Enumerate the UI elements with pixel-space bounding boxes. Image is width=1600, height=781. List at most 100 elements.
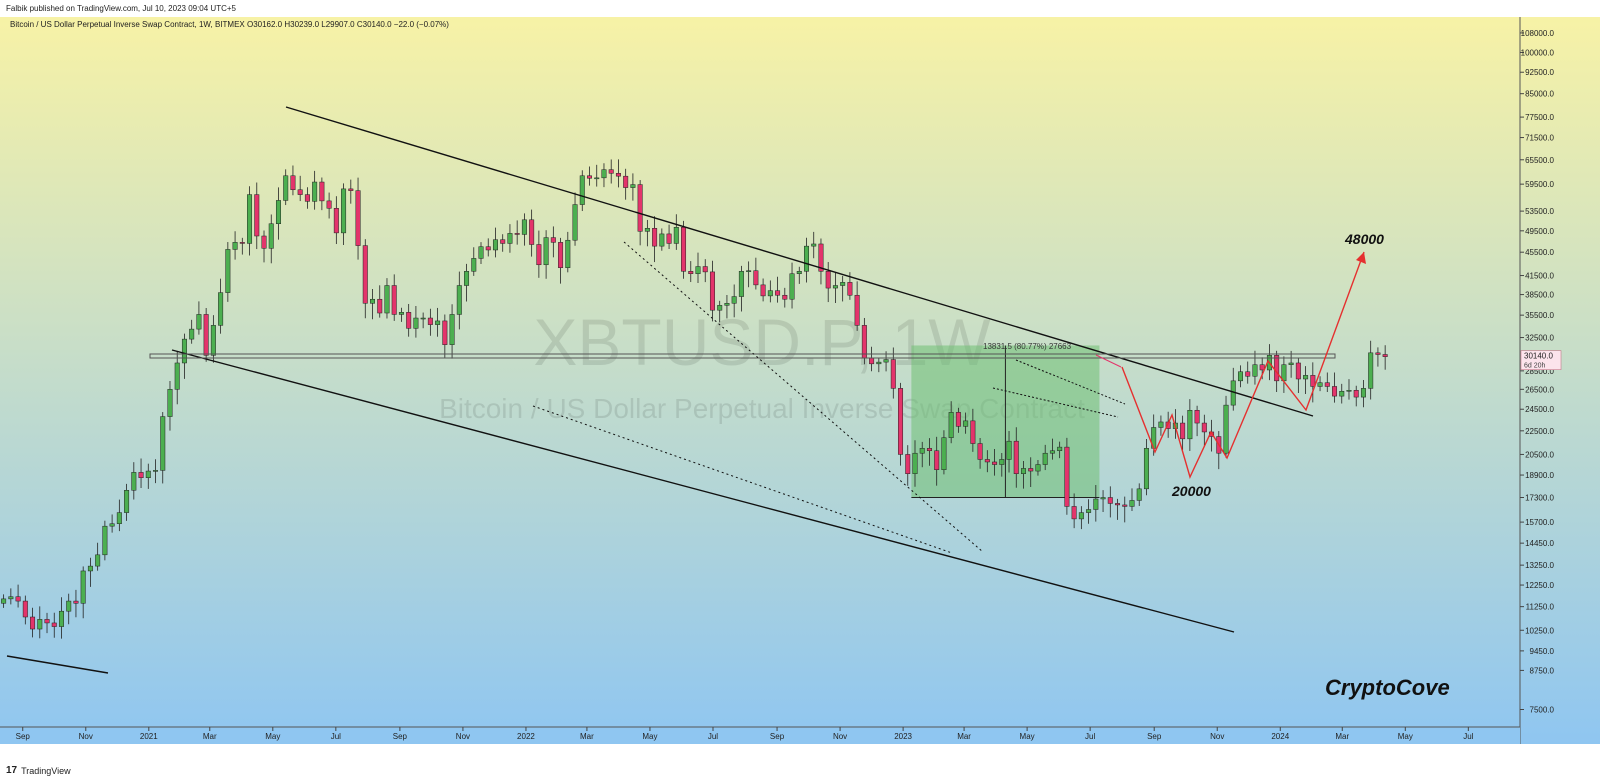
candle-down	[1180, 422, 1186, 440]
price-axis: 7500.0 8750.0 9450.0 10250.0 11250.0 12250.0 1…	[1520, 29, 1562, 714]
candle-up	[1317, 382, 1323, 387]
candle-up	[1339, 390, 1345, 397]
time-tick-label: May	[1398, 732, 1413, 741]
candle-up	[1187, 410, 1193, 440]
candle-up	[1049, 450, 1055, 454]
time-tick-label: Jul	[1085, 732, 1095, 741]
candle-down	[1107, 497, 1113, 504]
time-tick-label: Nov	[833, 732, 847, 741]
candle-down	[550, 237, 556, 243]
candle-down	[587, 175, 592, 179]
price-tick-label: 22500.0	[1525, 427, 1554, 436]
candle-down	[1295, 362, 1301, 380]
candle-up	[717, 305, 723, 311]
candle-down	[406, 312, 412, 329]
price-tick-label: 45500.0	[1525, 248, 1554, 257]
current-price-tag	[1520, 350, 1562, 370]
price-tick-label: 65500.0	[1525, 156, 1554, 165]
candle-up	[210, 325, 216, 356]
price-tick-label: 26500.0	[1525, 385, 1554, 394]
price-tick-label: 17300.0	[1525, 493, 1554, 502]
candle-down	[15, 596, 21, 602]
candle-down	[1194, 410, 1200, 424]
price-tick-label: 71500.0	[1525, 134, 1554, 143]
symbol-legend[interactable]: Bitcoin / US Dollar Perpetual Inverse Sw…	[10, 20, 449, 29]
candle-down	[319, 181, 325, 202]
candle-down	[818, 243, 824, 272]
candle-down	[1122, 504, 1128, 507]
candle-up	[232, 242, 238, 250]
candle-up	[832, 285, 838, 289]
candle-up	[738, 271, 744, 297]
price-tick-label: 15700.0	[1525, 518, 1554, 527]
candle-up	[471, 258, 477, 272]
candle-down	[1028, 468, 1034, 472]
candle-down	[558, 242, 564, 268]
price-tick-label: 18900.0	[1525, 471, 1554, 480]
time-tick-label: 2021	[140, 732, 158, 741]
candle-up	[87, 565, 93, 572]
price-tick-label: 8750.0	[1530, 666, 1555, 675]
candle-down	[652, 228, 658, 247]
candle-up	[370, 298, 376, 304]
candle-up	[1086, 509, 1092, 513]
candle-down	[861, 325, 867, 359]
candle-up	[478, 246, 484, 259]
candle-up	[724, 303, 730, 306]
time-tick-label: Nov	[456, 732, 470, 741]
candle-up	[789, 273, 795, 300]
candle-down	[514, 233, 520, 235]
candle-up	[398, 312, 404, 315]
candle-down	[239, 242, 245, 244]
candle-down	[1274, 355, 1280, 382]
current-price-countdown: 6d 20h	[1524, 363, 1546, 370]
candle-up	[1368, 352, 1374, 389]
candle-down	[615, 173, 621, 177]
candle-down	[51, 622, 57, 627]
annotations: 13831.5 (80.77%) 27663 48000 20000 CryptoCo…	[983, 231, 1553, 700]
candle-up	[941, 437, 947, 470]
candle-up	[1288, 362, 1294, 365]
candle-up	[594, 177, 600, 180]
candle-up	[189, 328, 195, 340]
candle-up	[1143, 448, 1149, 490]
candle-down	[709, 271, 715, 311]
candle-up	[659, 233, 665, 247]
candle-up	[384, 285, 390, 314]
plot-background	[0, 17, 1520, 744]
candle-down	[73, 600, 79, 604]
candle-up	[8, 596, 14, 600]
candle-down	[290, 175, 296, 191]
candle-down	[1382, 354, 1388, 357]
price-tick-label: 20500.0	[1525, 450, 1554, 459]
price-tick-label: 59500.0	[1525, 180, 1554, 189]
candle-up	[102, 525, 108, 556]
time-tick-label: Nov	[79, 732, 93, 741]
candle-down	[760, 284, 766, 297]
candle-up	[341, 188, 347, 234]
candle-up	[413, 317, 419, 329]
candle-up	[1223, 404, 1229, 454]
brand-watermark: CryptoCove	[1325, 675, 1450, 700]
flag-upper-line	[1015, 359, 1126, 405]
candle-up	[1078, 512, 1084, 520]
candle-up	[1129, 500, 1135, 507]
candle-down	[1259, 364, 1265, 371]
candle-down	[355, 190, 361, 246]
tradingview-logo[interactable]: 17 TradingView	[6, 765, 71, 776]
candle-down	[333, 208, 339, 234]
price-tick-label: 49500.0	[1525, 227, 1554, 236]
candle-up	[999, 459, 1005, 465]
trendlines	[6, 106, 1336, 674]
candle-down	[362, 245, 368, 304]
candle-down	[442, 320, 448, 345]
flag-pointer-line	[1095, 354, 1122, 368]
candle-down	[934, 450, 940, 470]
candle-down	[304, 194, 310, 202]
candle-down	[854, 294, 860, 326]
time-tick-label: Sep	[393, 732, 408, 741]
candle-down	[1324, 382, 1330, 387]
candle-down	[890, 359, 896, 389]
candle-down	[753, 270, 759, 286]
